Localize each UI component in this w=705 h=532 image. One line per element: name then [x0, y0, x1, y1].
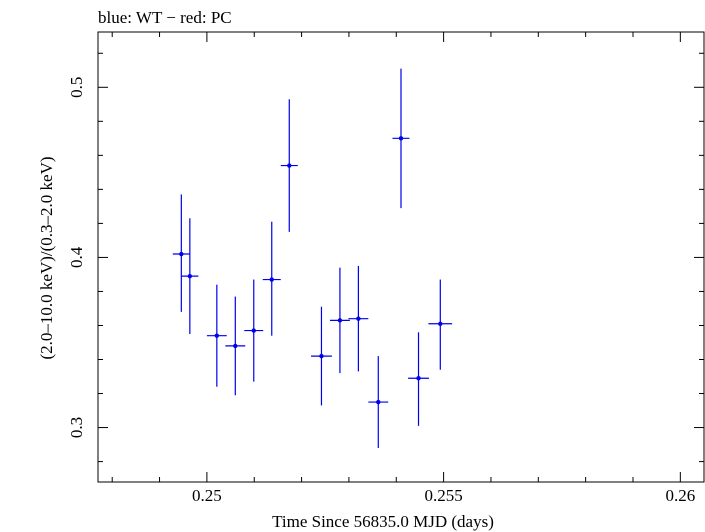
- data-point: [262, 221, 281, 336]
- data-points: [172, 68, 453, 448]
- x-axis-label: Time Since 56835.0 MJD (days): [272, 512, 494, 531]
- tick-labels: 0.25 0.255 0.26 0.3 0.4 0.5: [67, 77, 695, 505]
- data-point: [225, 296, 246, 396]
- data-point: [181, 218, 199, 334]
- data-point: [348, 265, 369, 372]
- x-tick-label: 0.25: [192, 486, 222, 505]
- x-tick-label: 0.255: [424, 486, 462, 505]
- data-point: [428, 279, 453, 370]
- point-marker: [438, 321, 443, 326]
- data-point: [244, 279, 264, 382]
- data-point: [368, 356, 389, 448]
- point-marker: [214, 333, 220, 338]
- point-marker: [269, 277, 274, 282]
- y-axis-label: (2.0–10.0 keV)/(0.3–2.0 keV): [37, 156, 56, 359]
- point-marker: [287, 163, 292, 168]
- y-tick-label: 0.5: [67, 77, 86, 98]
- data-point: [172, 194, 190, 312]
- data-point: [408, 332, 429, 426]
- point-marker: [356, 316, 361, 321]
- point-marker: [376, 399, 381, 405]
- data-point: [311, 306, 332, 406]
- data-point: [392, 68, 410, 209]
- data-point: [206, 284, 227, 387]
- point-marker: [337, 318, 343, 323]
- y-tick-label: 0.3: [67, 417, 86, 438]
- chart-title: blue: WT − red: PC: [98, 8, 232, 27]
- axis-ticks: [98, 32, 704, 482]
- data-point: [280, 99, 298, 232]
- x-tick-label: 0.26: [665, 486, 695, 505]
- y-tick-label: 0.4: [67, 246, 86, 268]
- point-marker: [319, 353, 324, 359]
- point-marker: [233, 343, 238, 349]
- point-marker: [187, 273, 193, 279]
- point-marker: [416, 376, 421, 381]
- data-point: [329, 267, 350, 374]
- point-marker: [398, 136, 404, 141]
- point-marker: [179, 251, 184, 257]
- point-marker: [251, 328, 256, 333]
